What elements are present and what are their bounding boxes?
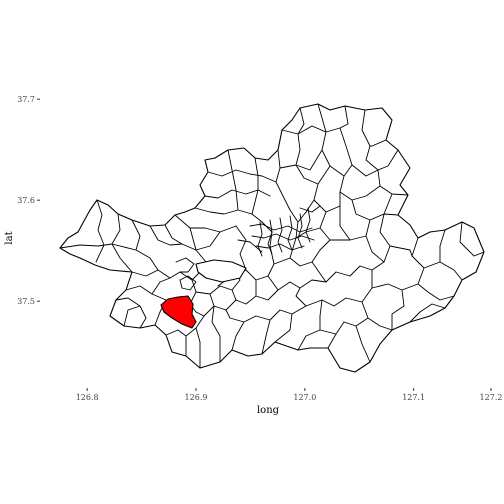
x-axis: 126.8 126.9 127.0 127.1 127.2 — [76, 388, 503, 402]
boundary-line — [417, 283, 455, 301]
boundary-line — [299, 205, 321, 213]
boundary-line — [409, 303, 446, 323]
boundary-line — [295, 107, 305, 179]
boundary-line — [409, 249, 413, 257]
boundary-line — [251, 157, 259, 215]
boundary-line — [274, 313, 293, 343]
boundary-line — [361, 301, 393, 331]
city-outline — [59, 103, 485, 373]
boundary-line — [311, 261, 327, 283]
boundary-line — [125, 285, 167, 301]
boundary-line — [255, 243, 305, 251]
boundary-line — [231, 315, 257, 351]
boundary-line — [295, 287, 307, 307]
x-tick-label: 126.9 — [185, 393, 208, 402]
boundary-line — [275, 149, 291, 211]
boundary-line — [195, 231, 221, 251]
x-tick-label: 126.8 — [76, 393, 99, 402]
boundary-line — [379, 213, 411, 251]
boundary-line — [319, 299, 323, 331]
boundary-line — [59, 243, 137, 251]
y-axis: 37.5 37.6 37.7 — [17, 95, 40, 306]
x-tick-label: 127.2 — [480, 393, 503, 402]
boundary-line — [439, 229, 446, 263]
inner-city-cluster — [175, 205, 321, 291]
boundary-line — [277, 217, 283, 253]
boundary-line — [287, 215, 293, 251]
boundary-line — [391, 289, 405, 331]
boundary-line — [319, 211, 351, 241]
river-area — [195, 259, 247, 283]
map-panel — [59, 103, 485, 373]
boundary-line — [237, 239, 263, 253]
boundary-line — [459, 221, 485, 257]
boundary-line — [149, 225, 207, 263]
boundary-line — [195, 315, 205, 369]
boundary-line — [115, 297, 141, 307]
boundary-line — [411, 237, 463, 281]
boundary-line — [131, 269, 181, 279]
boundary-line — [267, 219, 273, 255]
y-tick-label: 37.7 — [17, 95, 35, 104]
x-tick-label: 127.1 — [402, 393, 425, 402]
boundary-line — [297, 213, 303, 249]
boundary-line — [327, 317, 369, 349]
boundary-line — [377, 149, 409, 196]
boundary-line — [311, 239, 331, 263]
boundary-line — [227, 149, 239, 211]
boundary-line — [204, 189, 271, 199]
boundary-line — [191, 279, 221, 295]
boundary-line — [297, 329, 337, 351]
boundary-line — [369, 139, 387, 147]
boundary-line — [211, 305, 221, 363]
boundary-line — [335, 245, 391, 277]
y-axis-title: lat — [4, 231, 15, 244]
boundary-line — [189, 227, 197, 251]
boundary-line — [361, 267, 425, 303]
highlighted-region — [160, 295, 197, 329]
boundary-line — [194, 207, 263, 223]
boundary-line — [365, 235, 385, 263]
y-tick-label: 37.6 — [17, 196, 35, 205]
district-boundaries — [59, 103, 485, 369]
boundary-line — [179, 275, 197, 291]
boundary-line — [95, 199, 105, 263]
boundary-line — [175, 257, 195, 273]
boundary-line — [279, 149, 323, 171]
y-tick-label: 37.5 — [17, 297, 35, 306]
boundary-line — [225, 309, 245, 323]
boundary-line — [151, 277, 171, 295]
boundary-line — [207, 169, 277, 183]
boundary-line — [164, 224, 183, 245]
boundary-line — [305, 207, 311, 243]
boundary-line — [235, 225, 247, 271]
boundary-line — [355, 325, 371, 363]
boundary-line — [317, 103, 331, 167]
x-axis-title: long — [257, 405, 280, 416]
boundary-line — [255, 305, 307, 321]
boundary-line — [245, 269, 279, 291]
boundary-line — [281, 125, 341, 135]
x-tick-label: 127.0 — [293, 393, 316, 402]
boundary-line — [174, 214, 237, 233]
boundary-line — [305, 297, 363, 307]
boundary-line — [261, 319, 271, 355]
boundary-line — [257, 221, 263, 257]
boundary-line — [277, 271, 337, 291]
boundary-line — [251, 233, 315, 241]
boundary-line — [339, 105, 353, 166]
boundary-line — [165, 329, 187, 337]
boundary-line — [209, 293, 215, 307]
